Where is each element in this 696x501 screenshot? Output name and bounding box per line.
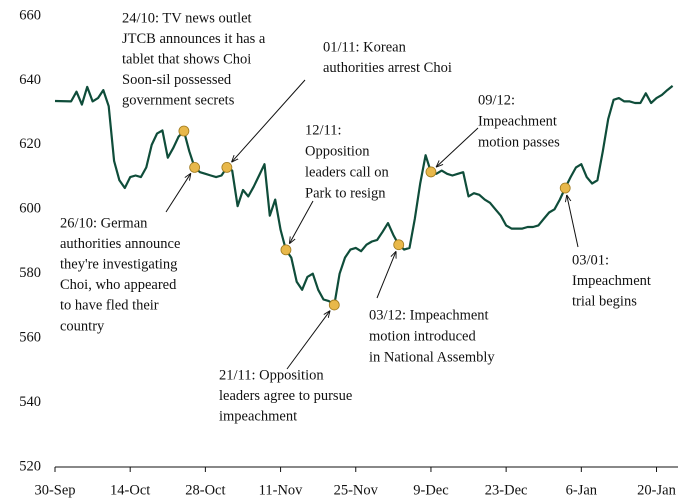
- annotation-text: they're investigating: [60, 257, 177, 273]
- annotation-text: leaders call on: [305, 164, 389, 180]
- event-marker: [425, 166, 437, 178]
- annotation-text: Choi, who appeared: [60, 277, 177, 293]
- annotation-text: impeachment: [219, 408, 297, 424]
- annotation-text: motion passes: [478, 134, 560, 150]
- annotation-text: authorities arrest Choi: [323, 60, 452, 76]
- annotation-arrow: [232, 79, 306, 162]
- x-tick-label: 14-Oct: [110, 482, 150, 498]
- annotation-text: Impeachment: [572, 273, 651, 289]
- annotation-arrow: [567, 195, 579, 248]
- annotation-text: 21/11: Opposition: [219, 367, 324, 383]
- event-marker: [280, 244, 292, 256]
- price-line: [54, 85, 674, 307]
- annotation-text: trial begins: [572, 293, 637, 309]
- annotation-text: 26/10: German: [60, 215, 148, 231]
- annotation-text: 24/10: TV news outlet: [122, 10, 252, 26]
- annotation-text: 01/11: Korean: [323, 39, 407, 55]
- annotation-text: country: [60, 318, 105, 334]
- annotation-text: 03/12: Impeachment: [369, 307, 489, 323]
- x-tick-label: 11-Nov: [259, 482, 304, 498]
- annotation-text: authorities announce: [60, 236, 180, 252]
- y-tick-label: 580: [19, 265, 41, 281]
- x-tick-label: 23-Dec: [485, 482, 528, 498]
- annotation-text: 09/12:: [478, 92, 515, 108]
- annotation-text: tablet that shows Choi: [122, 51, 251, 67]
- annotation-text: Opposition: [305, 143, 370, 159]
- x-tick-label: 20-Jan: [637, 482, 676, 498]
- y-tick-label: 520: [19, 458, 41, 474]
- annotation-arrow: [165, 173, 191, 213]
- y-tick-label: 560: [19, 329, 41, 345]
- y-tick-label: 640: [19, 72, 41, 88]
- annotation-text: to have fled their: [60, 298, 159, 314]
- annotation-text: in National Assembly: [369, 349, 495, 365]
- y-tick-label: 660: [19, 7, 41, 23]
- annotation-text: government secrets: [122, 92, 235, 108]
- event-marker: [559, 182, 571, 194]
- y-tick-label: 620: [19, 136, 41, 152]
- annotation-text: 12/11:: [305, 122, 342, 138]
- annotation-text: Impeachment: [478, 113, 557, 129]
- x-tick-label: 9-Dec: [413, 482, 448, 498]
- annotation-arrow: [289, 200, 314, 244]
- annotation-text: Park to resign: [305, 185, 386, 201]
- annotation-text: motion introduced: [369, 328, 476, 344]
- annotation-text: Soon-sil possessed: [122, 72, 232, 88]
- annotation-arrow: [286, 311, 330, 370]
- y-tick-label: 540: [19, 394, 41, 410]
- event-marker: [189, 162, 201, 173]
- annotation-text: 03/01:: [572, 252, 609, 268]
- annotation-text: JTCB announces it has a: [122, 31, 266, 47]
- annotation-arrow: [436, 127, 479, 167]
- event-marker: [328, 299, 340, 311]
- x-tick-label: 28-Oct: [185, 482, 225, 498]
- event-marker: [221, 162, 233, 173]
- event-marker: [393, 239, 405, 251]
- event-marker: [178, 125, 190, 137]
- x-tick-label: 6-Jan: [566, 482, 598, 498]
- x-tick-label: 25-Nov: [334, 482, 379, 498]
- y-tick-label: 600: [19, 201, 41, 217]
- x-tick-label: 30-Sep: [34, 482, 75, 498]
- annotation-text: leaders agree to pursue: [219, 388, 352, 404]
- annotation-arrow: [376, 251, 397, 299]
